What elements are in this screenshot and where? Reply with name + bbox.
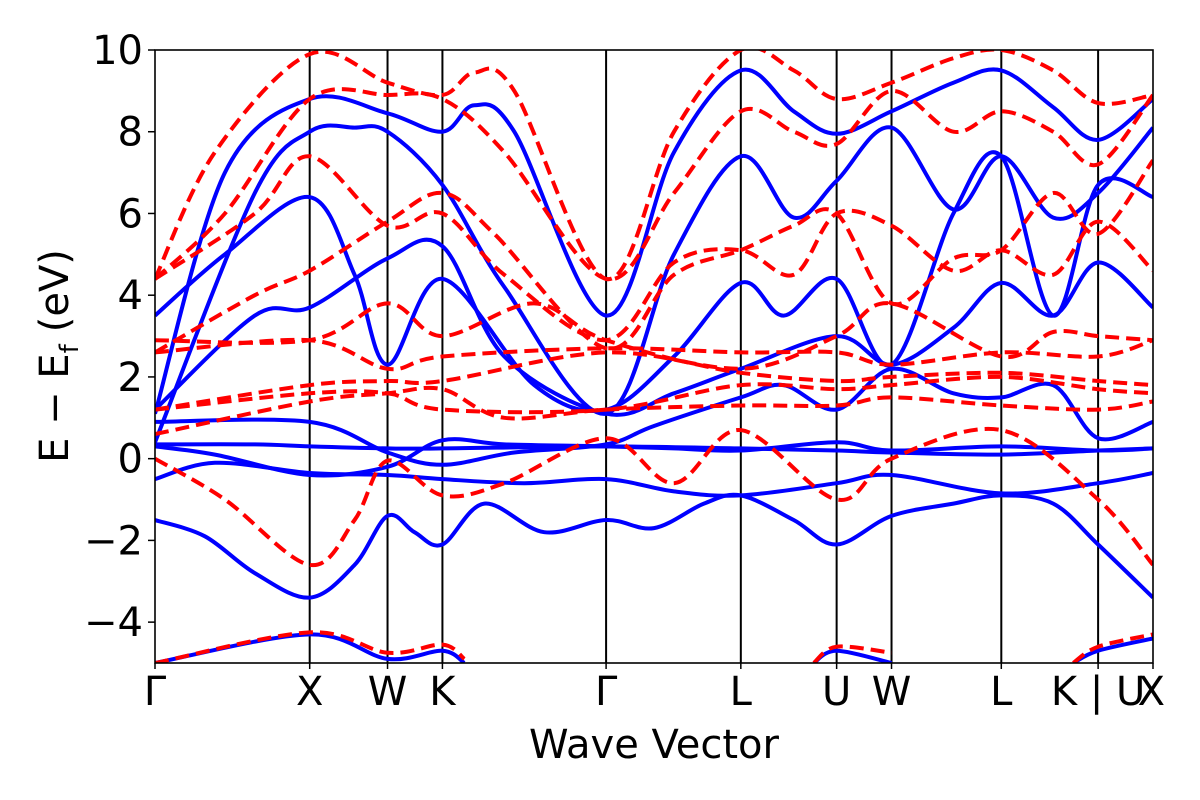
- y-tick-label: −4: [84, 600, 143, 646]
- y-tick-label: −2: [84, 518, 143, 564]
- x-tick-label: Γ: [595, 669, 618, 715]
- dashed-band-series: [155, 50, 1153, 663]
- x-tick-label: W: [368, 669, 408, 715]
- solid-band-line: [155, 237, 1153, 417]
- solid-band-line: [155, 150, 1153, 413]
- y-axis-label-unit: (eV): [32, 249, 78, 332]
- y-tick-label: 2: [118, 355, 143, 401]
- x-tick-label: K: [429, 669, 457, 715]
- y-axis-ticks: −4 −2 0 2 4 6 8 10: [84, 28, 155, 646]
- y-tick-label: 0: [118, 437, 143, 483]
- dashed-band-line: [1072, 632, 1153, 663]
- dashed-band-line: [155, 630, 466, 663]
- y-axis-label: E − Ef (eV): [32, 249, 85, 463]
- plot-frame: [154, 49, 1154, 664]
- dashed-band-line: [155, 87, 1153, 282]
- dashed-band-line: [155, 385, 1153, 437]
- x-tick-label: W: [872, 669, 912, 715]
- x-tick-label: X: [296, 669, 323, 715]
- dashed-band-line: [155, 159, 1153, 355]
- x-tick-label: Γ: [144, 669, 167, 715]
- x-tick-label: K | U: [1051, 669, 1145, 715]
- solid-band-line: [155, 366, 1153, 467]
- solid-band-line: [155, 67, 1153, 415]
- x-tick-label: L: [990, 669, 1013, 715]
- solid-band-line: [155, 460, 1153, 498]
- solid-band-series: [155, 67, 1153, 663]
- dashed-band-line: [812, 644, 892, 663]
- x-tick-label: L: [730, 669, 753, 715]
- y-tick-label: 8: [118, 110, 143, 156]
- dashed-band-line: [155, 50, 1153, 281]
- dashed-band-line: [155, 426, 1153, 567]
- solid-band-line: [155, 442, 1153, 457]
- x-tick-label: X: [1138, 669, 1165, 715]
- solid-band-line: [155, 492, 1153, 600]
- y-axis-label-subscript: f: [55, 343, 85, 353]
- high-symmetry-lines: [308, 50, 1100, 663]
- y-tick-label: 4: [118, 273, 143, 319]
- y-axis-label-main: E − E: [32, 353, 78, 463]
- x-axis-label: Wave Vector: [529, 722, 780, 768]
- solid-band-line: [155, 123, 1153, 444]
- dashed-band-line: [155, 301, 1153, 371]
- x-tick-label: U: [822, 669, 851, 715]
- dashed-band-line: [155, 374, 1153, 415]
- y-tick-label: 10: [92, 28, 143, 74]
- dashed-band-line: [155, 154, 1153, 343]
- dashed-band-line: [155, 337, 1153, 372]
- solid-band-line: [155, 632, 466, 663]
- y-tick-label: 6: [118, 191, 143, 237]
